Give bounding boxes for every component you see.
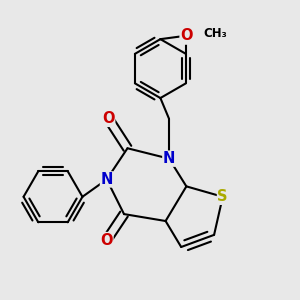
Text: O: O [100, 232, 113, 247]
Text: N: N [163, 151, 175, 166]
Text: O: O [102, 111, 115, 126]
Text: O: O [180, 28, 193, 43]
Text: CH₃: CH₃ [204, 28, 227, 40]
Text: N: N [100, 172, 113, 187]
Text: F: F [181, 29, 191, 44]
Text: S: S [218, 189, 228, 204]
